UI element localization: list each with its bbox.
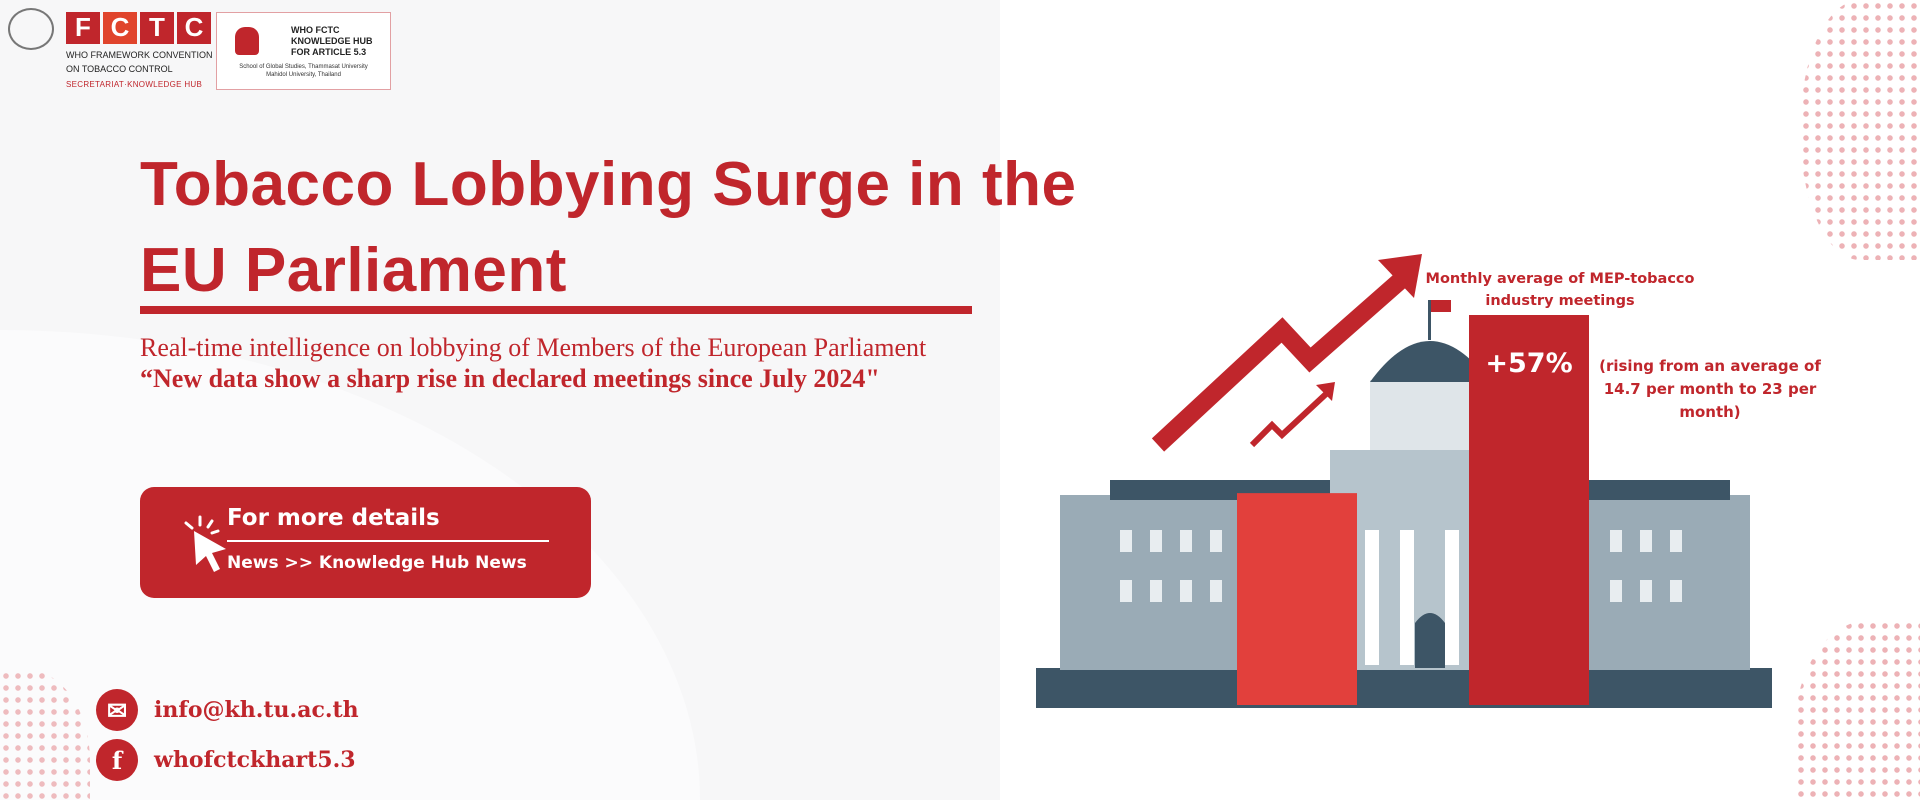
who-emblem-icon (8, 8, 54, 50)
fctc-letter: C (177, 12, 211, 44)
hub-text: FOR ARTICLE 5.3 (291, 47, 367, 57)
building-base (1036, 668, 1772, 708)
parliament-illustration (1036, 254, 1772, 708)
windows (1120, 530, 1682, 602)
email-contact[interactable]: ✉ info@kh.tu.ac.th (96, 689, 359, 731)
fctc-text: ON TOBACCO CONTROL (66, 64, 173, 74)
button-divider (227, 540, 549, 542)
headline: Tobacco Lobbying Surge in the EU Parliam… (140, 150, 1077, 305)
flag (1431, 300, 1451, 312)
knowledge-hub-logo: WHO FCTC KNOWLEDGE HUB FOR ARTICLE 5.3 S… (216, 12, 391, 90)
fctc-letter: T (140, 12, 174, 44)
dome (1370, 341, 1490, 382)
fctc-letter: F (66, 12, 100, 44)
fctc-logo: F C T C (66, 12, 211, 44)
more-details-button[interactable]: For more details News >> Knowledge Hub N… (140, 487, 591, 598)
hand-icon (235, 27, 259, 55)
cursor-click-icon (184, 515, 226, 572)
facebook-link[interactable]: whofctckhart5.3 (154, 747, 356, 773)
bar-before (1237, 493, 1357, 705)
facebook-contact[interactable]: f whofctckhart5.3 (96, 739, 356, 781)
trend-arrowhead (1378, 254, 1422, 298)
intro-text: Real-time intelligence on lobbying of Me… (140, 332, 980, 394)
infographic-label: Monthly average of MEP-tobacco industry … (1425, 271, 1695, 309)
dot-pattern (1800, 0, 1920, 260)
flagpole (1428, 300, 1431, 340)
fctc-letter: C (103, 12, 137, 44)
fctc-text: SECRETARIAT·KNOWLEDGE HUB (66, 80, 203, 89)
email-link[interactable]: info@kh.tu.ac.th (154, 697, 359, 723)
fctc-text: WHO FRAMEWORK CONVENTION (66, 50, 213, 60)
quote: “New data show a sharp rise in declared … (140, 364, 880, 393)
door (1415, 613, 1445, 668)
bar-after (1469, 315, 1589, 705)
percent-change: +57% (1485, 348, 1573, 379)
infographic-note: (rising from an average of 14.7 per mont… (1599, 357, 1821, 421)
hub-text: School of Global Studies, Thammasat Univ… (239, 64, 368, 70)
trend-arrow (1151, 265, 1416, 452)
small-trend-arrow (1249, 391, 1329, 448)
hub-text: KNOWLEDGE HUB (291, 36, 373, 46)
mail-icon: ✉ (96, 689, 138, 731)
hub-text: Mahidol University, Thailand (266, 72, 341, 78)
button-title: For more details (227, 505, 440, 531)
hub-text: WHO FCTC (291, 25, 340, 35)
subtitle: Real-time intelligence on lobbying of Me… (140, 333, 927, 362)
button-link[interactable]: News >> Knowledge Hub News (227, 553, 527, 573)
divider (140, 306, 972, 314)
small-trend-arrowhead (1316, 382, 1335, 401)
facebook-icon: f (96, 739, 138, 781)
